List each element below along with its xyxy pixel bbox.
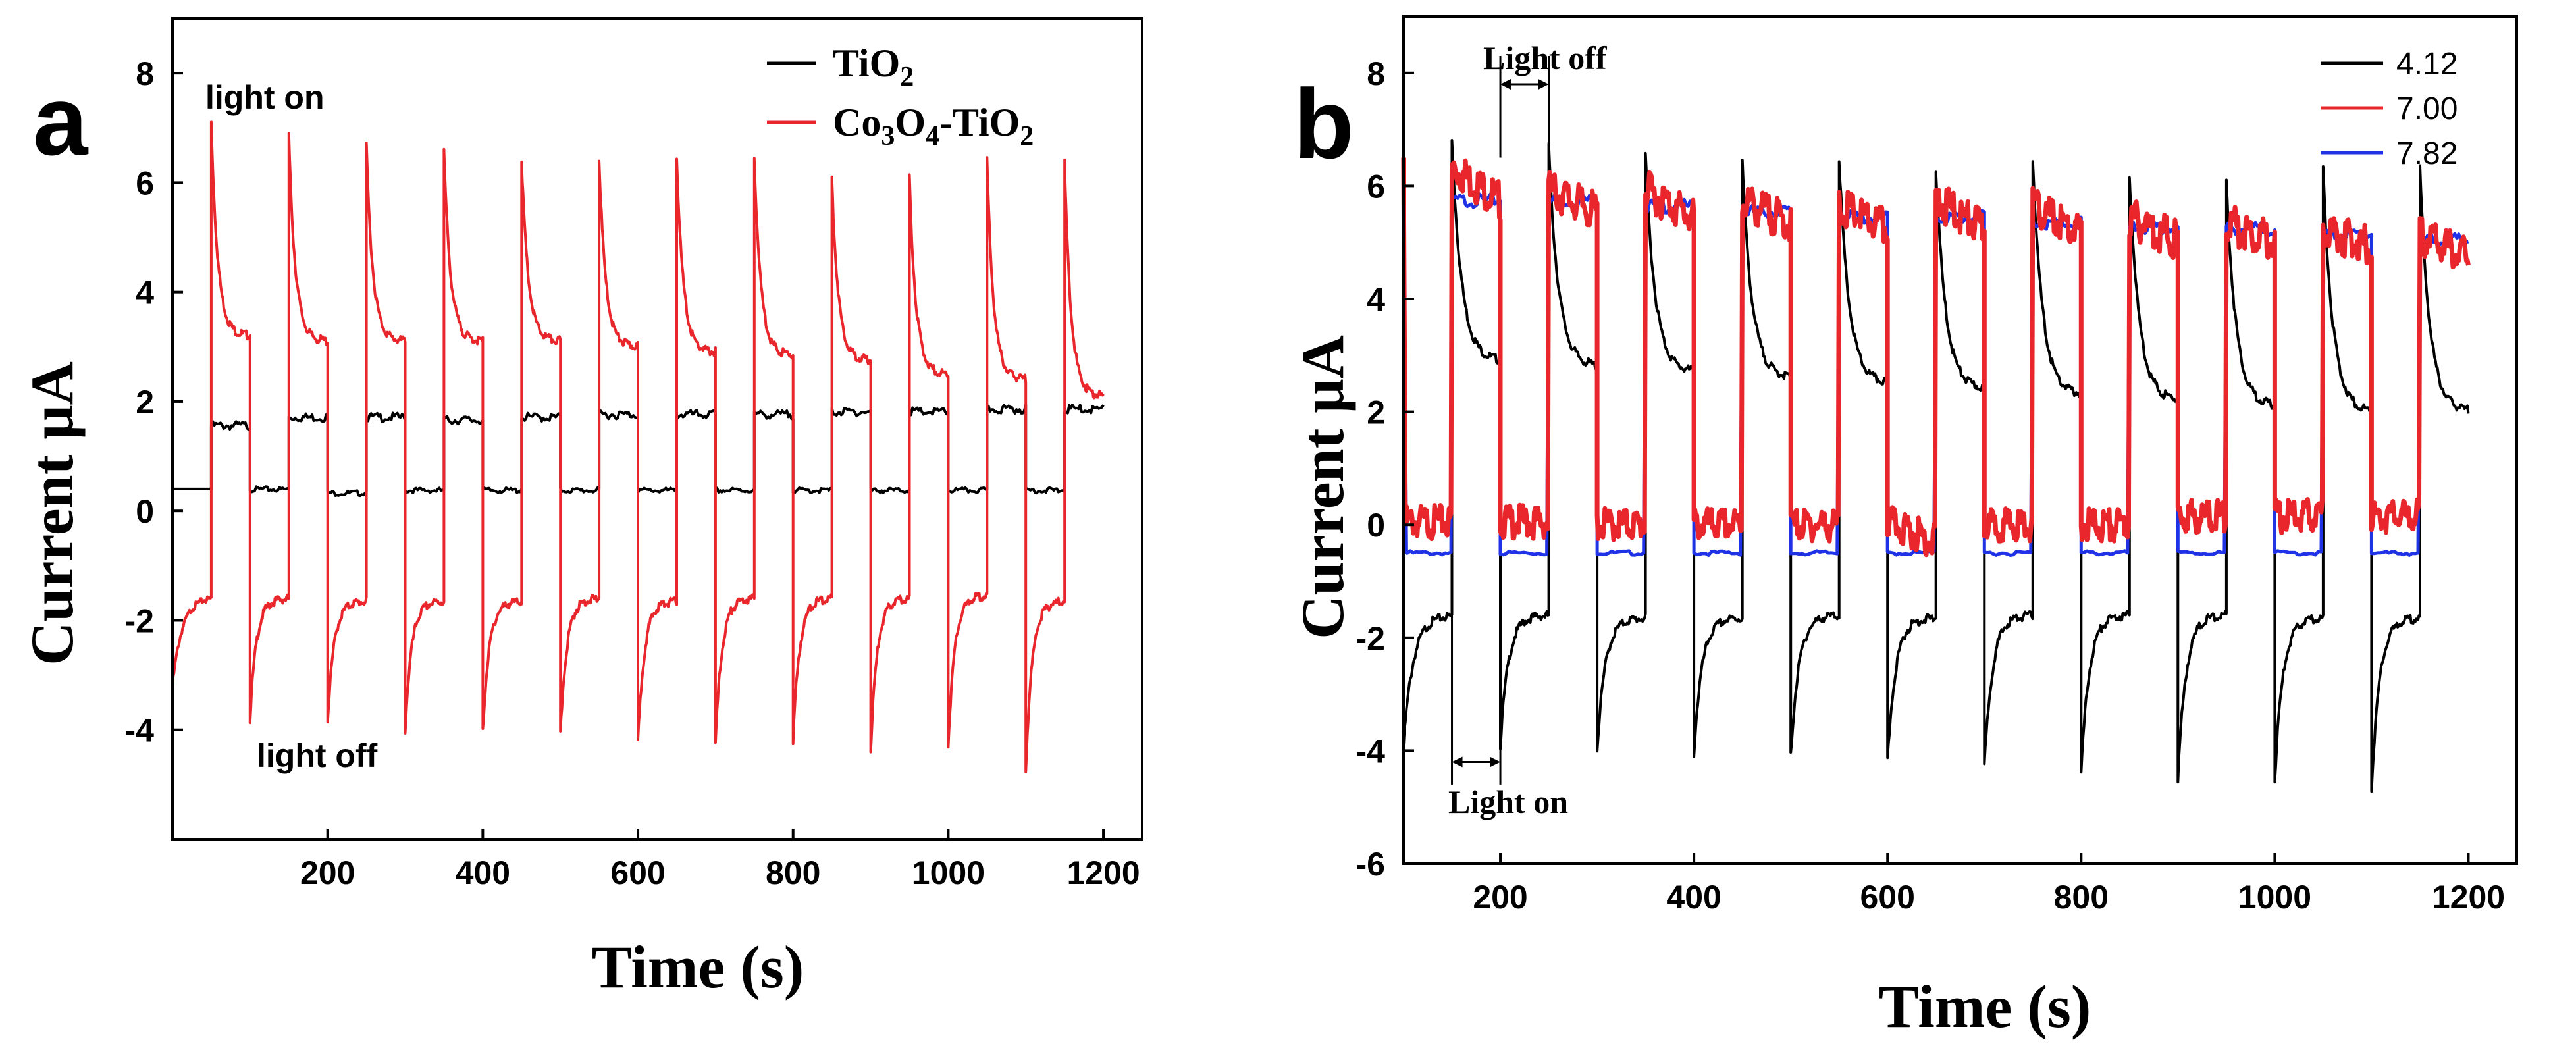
x-tick-label: 200 (300, 854, 355, 891)
y-tick-label: 4 (136, 274, 154, 311)
legend-label-4-12: 4.12 (2396, 47, 2458, 82)
panel-b-annotations: Light off Light on (1448, 39, 1608, 820)
x-tick-label: 1200 (1066, 854, 1140, 891)
panel-b-annotation-light-on: Light on (1448, 783, 1568, 820)
panel-a-ticks: 200 400 600 800 1000 1200 -4 -2 0 2 4 6 8 (125, 55, 1140, 891)
y-tick-label: 2 (1367, 394, 1385, 431)
y-tick-label: 6 (136, 165, 154, 201)
panel-a: a 200 400 600 800 1000 1200 -4 -2 0 2 4 6 8 Time (s)… (18, 17, 1143, 1001)
legend-label-co3o4-tio2: Co3O4-TiO2 (833, 101, 1034, 151)
panel-b: b 200 400 600 800 1000 1200 -6 -4 -2 0 2 4 6 8 Time (… (1289, 15, 2518, 1040)
y-tick-label: 0 (1367, 507, 1385, 544)
y-tick-label: 6 (1367, 168, 1385, 205)
series-line-7-00 (1401, 157, 2471, 558)
x-tick-label: 1000 (912, 854, 985, 891)
y-tick-label: 8 (136, 55, 154, 92)
y-tick-label: -6 (1356, 846, 1385, 883)
light-off-arrow-head-right (1538, 78, 1549, 90)
y-tick-label: -4 (1356, 733, 1386, 770)
x-tick-label: 200 (1473, 879, 1527, 916)
x-tick-label: 600 (610, 854, 665, 891)
x-tick-label: 800 (2054, 879, 2109, 916)
x-tick-label: 600 (1860, 879, 1914, 916)
panel-a-legend: TiO2 Co3O4-TiO2 (767, 41, 1034, 151)
panel-a-letter: a (33, 65, 89, 176)
x-tick-label: 800 (766, 854, 820, 891)
panel-b-frame (1402, 15, 2518, 865)
x-tick-label: 1200 (2432, 879, 2505, 916)
legend-label-7-00: 7.00 (2396, 91, 2458, 126)
panel-b-x-axis-title: Time (s) (1879, 973, 2091, 1040)
panel-b-ticks: 200 400 600 800 1000 1200 -6 -4 -2 0 2 4 6 8 (1356, 55, 2506, 916)
series-line-co3o4-tio2 (171, 120, 1105, 774)
y-tick-label: 0 (136, 493, 154, 530)
panel-b-letter: b (1294, 68, 1354, 179)
light-off-arrow-head-left (1500, 78, 1511, 90)
panel-a-annotation-light-on: light on (205, 79, 325, 116)
panel-a-annotation-light-off: light off (257, 737, 378, 774)
panel-a-x-axis-title: Time (s) (592, 933, 804, 1001)
panel-b-series (1401, 139, 2471, 793)
panel-a-y-axis-title: Current μA (18, 361, 86, 666)
light-on-arrow-head-left (1452, 756, 1463, 768)
y-tick-label: 4 (1367, 281, 1385, 318)
legend-label-7-82: 7.82 (2396, 136, 2458, 171)
light-on-arrow-head-right (1490, 756, 1501, 768)
x-tick-label: 400 (1666, 879, 1721, 916)
panel-b-annotation-light-off: Light off (1483, 39, 1608, 76)
y-tick-label: -4 (125, 712, 155, 749)
legend-label-tio2: TiO2 (833, 41, 914, 92)
panel-a-series (171, 120, 1105, 774)
y-tick-label: -2 (1356, 620, 1385, 657)
y-tick-label: 2 (136, 384, 154, 421)
y-tick-label: -2 (125, 602, 154, 639)
x-tick-label: 400 (456, 854, 510, 891)
panel-b-y-axis-title: Current μA (1289, 335, 1356, 639)
panel-b-legend: 4.12 7.00 7.82 (2321, 47, 2458, 171)
series-line-tio2 (172, 404, 1105, 498)
x-tick-label: 1000 (2238, 879, 2311, 916)
panel-a-frame (171, 17, 1143, 841)
y-tick-label: 8 (1367, 55, 1385, 92)
